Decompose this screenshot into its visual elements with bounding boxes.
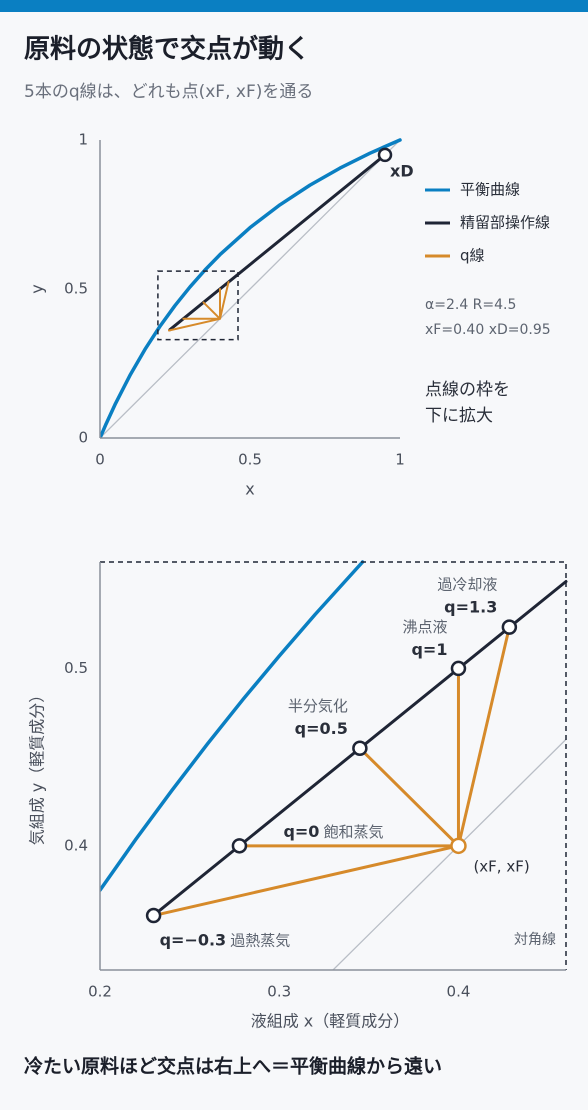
params: α=2.4 R=4.5 [425, 297, 516, 313]
q-label: q=1 [411, 640, 447, 659]
y-tick-label: 0.5 [64, 659, 88, 677]
q-label-group: q=0 飽和蒸気 [283, 821, 383, 840]
frame [100, 561, 567, 970]
zoom-box [157, 270, 239, 341]
x-axis-label: x [245, 480, 254, 499]
xd-label: xD [390, 161, 414, 180]
feed-marker [450, 837, 467, 855]
q-state: 過熱蒸気 [230, 931, 290, 949]
y-tick-label: 1 [78, 131, 88, 149]
q-state: 過冷却液 [437, 576, 497, 594]
y-tick-label: 0.5 [64, 280, 88, 298]
q-marker [501, 619, 518, 635]
legend-label: 精留部操作線 [460, 214, 550, 232]
series-line [100, 560, 365, 892]
y-axis-label: y [28, 284, 47, 293]
x-axis-label: 液組成 x（軽質成分） [251, 1012, 410, 1031]
legend-label: 平衡曲線 [460, 181, 520, 199]
x-tick-label: 0.3 [267, 983, 291, 1001]
x-tick-label: 0.2 [88, 983, 112, 1001]
series-line [167, 281, 230, 332]
plot [100, 560, 568, 970]
x-tick-label: 1 [395, 451, 405, 469]
q-label: q=1.3 [444, 598, 497, 617]
note: 下に拡大 [425, 406, 493, 426]
q-label: q=0 [283, 821, 319, 840]
x-tick-label: 0.5 [238, 451, 262, 469]
series-line [168, 153, 387, 332]
q-label: q=0.5 [295, 719, 348, 738]
q-label-group: q=−0.3 過熱蒸気 [160, 930, 291, 949]
q-line [152, 844, 460, 918]
q-state: 沸点液 [402, 618, 447, 636]
q-label: q=−0.3 [160, 930, 227, 949]
x-tick-label: 0.4 [447, 983, 471, 1001]
q-state: 飽和蒸気 [323, 822, 383, 840]
top-bar [0, 0, 588, 12]
series-line [100, 139, 401, 438]
y-tick-label: 0.4 [64, 836, 88, 854]
feed-label: (xF, xF) [473, 857, 529, 875]
y-axis-label: 気組成 y（軽質成分） [28, 687, 47, 846]
plot [100, 138, 402, 438]
q-marker [450, 660, 467, 677]
q-marker [231, 838, 248, 854]
note: 点線の枠を [425, 380, 510, 400]
title: 原料の状態で交点が動く [24, 34, 310, 65]
params: xF=0.40 xD=0.95 [425, 322, 551, 338]
subtitle: 5本のq線は、どれも点(xF, xF)を通る [24, 82, 313, 102]
q-state: 半分気化 [288, 697, 348, 715]
q-line [358, 746, 460, 848]
footer: 冷たい原料ほど交点は右上へ＝平衡曲線から遠い [24, 1055, 442, 1078]
x-tick-label: 0 [95, 451, 105, 469]
xd-marker [377, 147, 393, 163]
q-marker [352, 740, 368, 757]
y-tick-label: 0 [78, 429, 88, 447]
legend-label: q線 [460, 247, 485, 265]
q-marker [145, 907, 162, 924]
series-line [100, 138, 402, 438]
q-line [456, 625, 511, 848]
diagonal-label: 対角線 [514, 932, 556, 948]
series-line [332, 738, 567, 970]
